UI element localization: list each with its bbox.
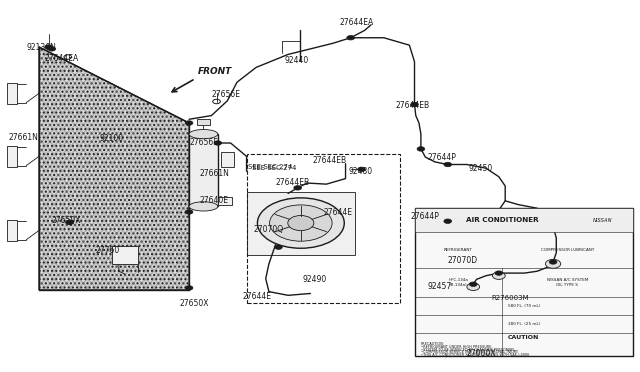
Text: 27644EB: 27644EB	[275, 178, 309, 187]
Text: 92480: 92480	[349, 167, 373, 176]
Circle shape	[347, 36, 355, 40]
Text: AIR CONDITIONER: AIR CONDITIONER	[465, 217, 538, 223]
Circle shape	[185, 286, 193, 290]
Circle shape	[411, 102, 419, 107]
Text: SEE SEC.274: SEE SEC.274	[248, 164, 293, 170]
Circle shape	[185, 210, 193, 214]
Circle shape	[257, 198, 344, 248]
Ellipse shape	[189, 129, 218, 139]
Circle shape	[469, 282, 477, 286]
Text: 92440: 92440	[285, 56, 309, 65]
Text: SEE SEC.274: SEE SEC.274	[252, 165, 296, 171]
Text: 27644EB: 27644EB	[312, 156, 346, 165]
Ellipse shape	[189, 202, 218, 211]
Text: PRECAUTION:: PRECAUTION:	[421, 342, 445, 346]
Bar	[7, 83, 17, 104]
Text: 27644P: 27644P	[411, 212, 440, 221]
Circle shape	[294, 186, 301, 190]
Bar	[7, 146, 17, 167]
Text: 27640E: 27640E	[200, 196, 229, 205]
Circle shape	[444, 162, 452, 167]
Text: •COMPRESSOR SERVICE MAY CAUSE PERSONAL INJURY.: •COMPRESSOR SERVICE MAY CAUSE PERSONAL I…	[421, 350, 518, 355]
Bar	[221, 152, 234, 167]
Text: 27644EA: 27644EA	[44, 54, 78, 62]
Polygon shape	[39, 47, 189, 290]
Text: •SYSTEM TO BE SERVICED BY QUALIFIED PERSONNEL.: •SYSTEM TO BE SERVICED BY QUALIFIED PERS…	[421, 348, 516, 352]
Circle shape	[269, 205, 332, 241]
Text: 27760: 27760	[95, 246, 120, 255]
Text: 27644E: 27644E	[242, 292, 271, 301]
Text: NISSAN: NISSAN	[593, 218, 612, 222]
Bar	[246, 154, 400, 303]
Circle shape	[545, 259, 561, 268]
Text: 27656E: 27656E	[189, 138, 218, 147]
Text: •THIS A/C CONDITIONER SYSTEM COMPLIES WITH SAE-J-4006: •THIS A/C CONDITIONER SYSTEM COMPLIES WI…	[421, 353, 529, 357]
Text: 27644E: 27644E	[323, 208, 352, 217]
Text: COMPRESSOR LUBRICANT: COMPRESSOR LUBRICANT	[541, 248, 594, 252]
Circle shape	[444, 219, 452, 224]
Circle shape	[492, 272, 505, 279]
Text: NISSAN A/C SYSTEM
OIL TYPE S: NISSAN A/C SYSTEM OIL TYPE S	[547, 278, 588, 287]
Bar	[415, 208, 633, 356]
Bar	[7, 220, 17, 241]
Text: 27644P: 27644P	[428, 153, 456, 161]
Circle shape	[417, 147, 425, 151]
Circle shape	[358, 167, 365, 171]
Text: 580 FL. (70 mL): 580 FL. (70 mL)	[508, 304, 540, 308]
Text: 92100: 92100	[100, 134, 124, 143]
Text: 27644EA: 27644EA	[339, 18, 373, 27]
Text: 27000X: 27000X	[467, 349, 497, 358]
Text: 27661N: 27661N	[200, 169, 230, 177]
Circle shape	[66, 220, 74, 225]
Circle shape	[549, 260, 557, 264]
Text: CAUTION: CAUTION	[508, 336, 540, 340]
Text: HFC-134a
(R-134a): HFC-134a (R-134a)	[448, 278, 468, 287]
Bar	[113, 246, 138, 264]
Text: REFRIGERANT: REFRIGERANT	[444, 248, 472, 252]
Circle shape	[214, 141, 221, 145]
Circle shape	[185, 121, 193, 125]
Text: 27650X: 27650X	[179, 299, 209, 308]
Circle shape	[495, 271, 502, 275]
Circle shape	[275, 245, 282, 249]
Text: •REFRIGERANT UNDER HIGH PRESSURE.: •REFRIGERANT UNDER HIGH PRESSURE.	[421, 345, 493, 349]
Circle shape	[48, 46, 56, 51]
Text: 27070Q: 27070Q	[253, 225, 284, 234]
Circle shape	[66, 220, 74, 225]
Text: R276003M: R276003M	[491, 295, 529, 301]
Bar	[189, 134, 218, 206]
Bar	[218, 197, 232, 205]
Text: 27650X: 27650X	[52, 216, 81, 225]
Circle shape	[467, 283, 479, 291]
Circle shape	[45, 45, 52, 49]
Bar	[246, 192, 355, 254]
Text: 27644EB: 27644EB	[396, 101, 429, 110]
Circle shape	[288, 215, 314, 231]
Text: 92136N: 92136N	[26, 42, 56, 51]
Text: 27070D: 27070D	[448, 256, 478, 265]
Text: 27661N: 27661N	[8, 133, 38, 142]
Text: 92490: 92490	[303, 275, 327, 284]
Text: 92450: 92450	[468, 164, 492, 173]
Text: 380 FL. (25 mL): 380 FL. (25 mL)	[508, 322, 540, 326]
Text: 92457: 92457	[428, 282, 452, 291]
Bar	[197, 119, 210, 125]
Text: FRONT: FRONT	[197, 67, 232, 76]
Text: 27656E: 27656E	[211, 90, 241, 99]
Bar	[415, 208, 633, 232]
